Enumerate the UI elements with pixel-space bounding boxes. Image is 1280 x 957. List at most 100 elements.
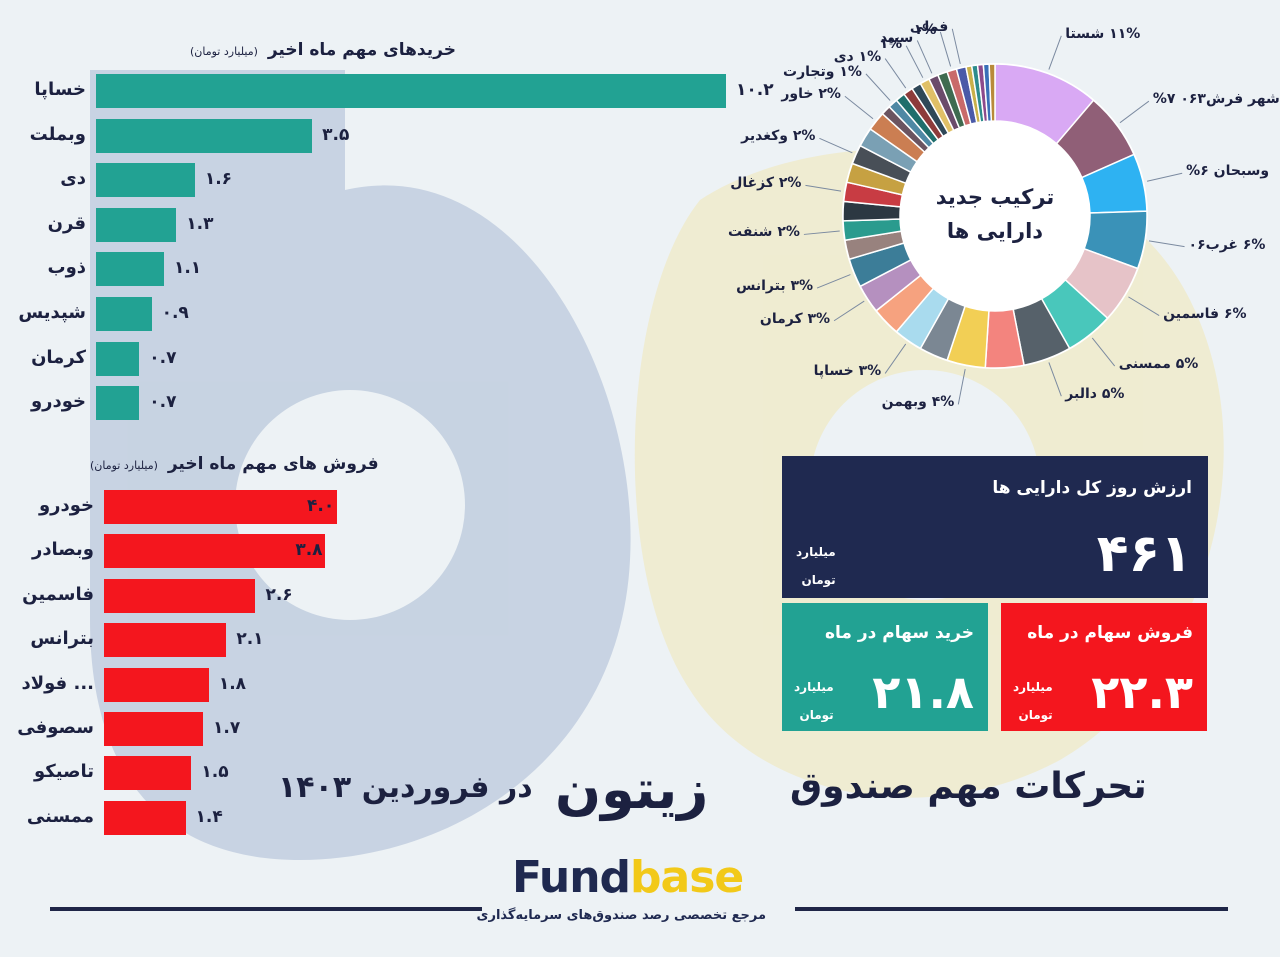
total-assets-title: ارزش روز کل دارایی ها — [992, 478, 1192, 498]
donut-leader-line — [957, 369, 966, 405]
donut-center-line2: دارایی ها — [946, 219, 1044, 243]
donut-leader-line — [833, 300, 865, 322]
monthly-sell-card: فروش سهام در ماه ۲۲.۳ میلیارد تومان — [1001, 603, 1207, 731]
buys-category-label: قرن — [47, 212, 86, 234]
donut-chart — [803, 28, 1185, 405]
donut-center-line1: ترکیب جدید — [935, 185, 1055, 209]
donut-slice-label: فملی — [909, 18, 949, 35]
buys-value-label: ۰.۷ — [149, 392, 177, 413]
sells-category-label: خودرو — [38, 495, 94, 516]
sells-chart-title-text: فروش های مهم ماه اخیر — [167, 454, 379, 474]
sells-category-label: وبصادر — [31, 539, 94, 561]
buys-bar — [96, 341, 140, 376]
monthly-buy-unit-1: میلیارد — [794, 680, 834, 694]
donut-leader-line — [1146, 172, 1183, 182]
brand-logo-part-b: base — [630, 852, 744, 903]
sells-bar — [104, 534, 326, 569]
monthly-sell-unit-1: میلیارد — [1013, 680, 1053, 694]
monthly-buy-unit: میلیارد تومان — [794, 673, 834, 729]
buys-category-label: وبملت — [29, 123, 86, 145]
sells-bar — [104, 490, 337, 524]
monthly-buy-card: خرید سهام در ماه ۲۱.۸ میلیارد تومان — [782, 603, 988, 731]
sells-category-label: فاسمین — [22, 583, 94, 605]
brand-logo-part-a: Fund — [512, 852, 631, 903]
buys-category-label: خساپا — [34, 79, 86, 100]
buys-category-label: ذوب — [47, 257, 86, 279]
donut-leader-line — [865, 73, 891, 101]
total-assets-unit: میلیارد تومان — [796, 538, 836, 594]
buys-bar — [96, 74, 726, 108]
donut-slice-label: ۱% وتجارت — [783, 63, 862, 80]
donut-leader-line — [916, 40, 933, 74]
sells-value-label: ۲.۱ — [236, 629, 264, 650]
donut-slice-label: ۴% وبهمن — [881, 394, 955, 411]
brand-logo: Fundbase — [512, 852, 744, 903]
donut-slice-label: ۶% فاسمین — [1163, 305, 1247, 322]
donut-leader-line — [884, 58, 907, 89]
headline-date: در فروردین ۱۴۰۳ — [278, 770, 533, 805]
sells-category-label: بترانس — [30, 628, 94, 650]
donut-slice-label: سپید — [880, 30, 914, 47]
donut-leader-line — [884, 343, 907, 374]
footer-rule-left — [50, 907, 482, 911]
monthly-sell-title: فروش سهام در ماه — [1027, 623, 1193, 643]
donut-slice-label: ۲% وکغدیر — [741, 128, 816, 145]
sells-value-label: ۱.۷ — [213, 718, 241, 738]
donut-slice-label: ۶% غرب۰۶ — [1188, 236, 1266, 253]
total-assets-unit-2: تومان — [801, 573, 836, 587]
donut-slice-label: ۳% خساپا — [813, 363, 882, 380]
donut-leader-line — [951, 28, 961, 65]
buys-bar — [96, 163, 195, 198]
buys-value-label: ۱.۱ — [173, 258, 202, 279]
buys-category-label: شپدیس — [18, 302, 86, 323]
donut-leader-line — [939, 31, 952, 67]
sells-bar — [104, 800, 186, 835]
sells-value-label: ۳.۸ — [295, 540, 323, 561]
donut-hole — [900, 121, 1090, 311]
donut-slice-label: وسبحان ۶% — [1186, 163, 1270, 180]
sells-value-label: ۱.۸ — [218, 673, 247, 694]
sells-value-label: ۴.۰ — [307, 496, 335, 516]
background-watermark-left — [90, 70, 631, 860]
donut-leader-line — [844, 95, 874, 120]
buys-bar — [96, 118, 313, 153]
donut-leader-line — [803, 230, 840, 235]
headline-fund-name: زیتون — [555, 758, 709, 821]
donut-slice-label: ۵% ممسنی — [1118, 356, 1199, 373]
donut-slice-label: ۳% کرمان — [759, 310, 831, 327]
monthly-buy-value: ۲۱.۸ — [872, 665, 974, 719]
sells-value-label: ۱.۵ — [201, 762, 229, 783]
sells-bar — [104, 667, 209, 702]
buys-bar — [96, 207, 177, 242]
donut-center-text: ترکیب جدید دارایی ها — [905, 180, 1085, 248]
monthly-buy-unit-2: تومان — [799, 708, 834, 722]
buys-chart-title: خریدهای مهم ماه اخیر (میلیارد تومان) — [190, 40, 456, 60]
total-assets-value: ۴۶۱ — [1096, 524, 1192, 584]
buys-category-label: دی — [60, 168, 86, 190]
donut-slice-label: شهر فرش۰۶۳ ۷% — [1152, 91, 1280, 108]
buys-bar — [96, 297, 152, 331]
monthly-sell-value: ۲۲.۳ — [1091, 665, 1193, 719]
donut-leader-line — [1148, 240, 1185, 248]
buys-value-label: ۰.۷ — [149, 347, 177, 368]
buys-value-label: ۱.۶ — [204, 169, 233, 190]
brand-tagline: مرجع تخصصی رصد صندوق‌های سرمایه‌گذاری — [476, 908, 766, 923]
sells-chart-title: فروش های مهم ماه اخیر (میلیارد تومان) — [90, 454, 379, 474]
sells-bar — [104, 578, 256, 613]
sells-value-label: ۱.۴ — [195, 806, 223, 827]
donut-slice-label: ۱% دی — [833, 48, 882, 65]
donut-leader-line — [1128, 296, 1160, 316]
donut-leader-line — [819, 137, 853, 154]
donut-leader-line — [905, 45, 924, 78]
donut-leader-line — [1091, 337, 1116, 367]
donut-slice-label: ۵% دالبر — [1065, 386, 1125, 403]
sells-category-label: سصوفی — [17, 717, 94, 738]
sells-category-label: ممسنی — [26, 805, 94, 827]
total-assets-card: ارزش روز کل دارایی ها ۴۶۱ میلیارد تومان — [782, 456, 1208, 598]
sells-category-label: تاصیکو — [33, 761, 94, 783]
buys-chart-title-text: خریدهای مهم ماه اخیر — [267, 40, 456, 60]
sells-category-label: ... فولاد — [21, 672, 95, 694]
donut-slice-label: ۱% — [879, 35, 903, 52]
donut-leader-line — [1119, 100, 1150, 124]
donut-leader-line — [816, 274, 851, 289]
